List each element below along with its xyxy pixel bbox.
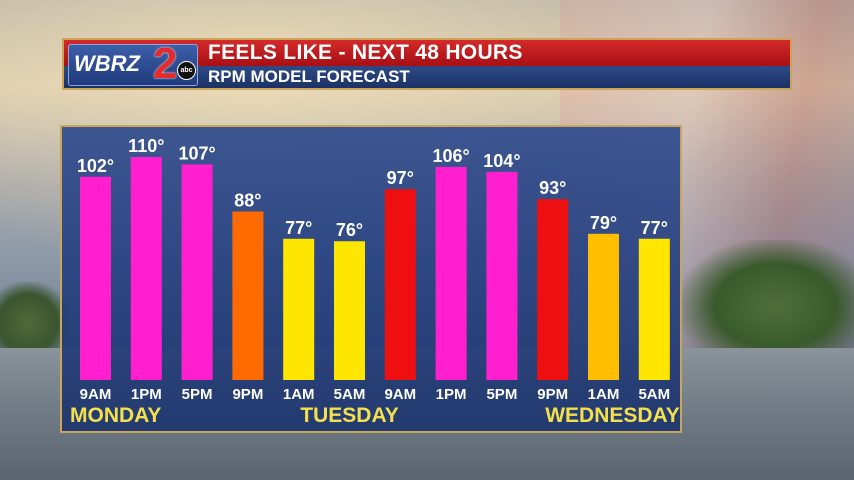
- title-banner: FEELS LIKE - NEXT 48 HOURS RPM MODEL FOR…: [62, 38, 792, 90]
- bar-1: [130, 157, 162, 380]
- time-label-3: 9PM: [232, 386, 263, 403]
- time-label-8: 5PM: [486, 386, 517, 403]
- bar-0: [80, 176, 111, 380]
- time-label-9: 9PM: [537, 386, 568, 403]
- bar-9: [537, 199, 569, 380]
- subtitle-bar: [64, 66, 790, 88]
- value-label-2: 107°: [178, 143, 215, 163]
- time-label-10: 1AM: [588, 386, 620, 403]
- bar-6: [384, 189, 416, 380]
- feels-like-bar-chart: 102° 9AM 110° 1PM 107° 5PM 88° 9PM 77° 1AM 76° 5AM 9…: [70, 136, 680, 427]
- value-label-1: 110°: [128, 136, 164, 156]
- time-label-11: 5AM: [638, 386, 670, 403]
- time-label-2: 5PM: [182, 386, 213, 403]
- value-label-8: 104°: [483, 151, 520, 171]
- bar-2: [181, 164, 213, 380]
- station-logo: WBRZ 2 abc: [68, 39, 198, 88]
- day-label-monday: MONDAY: [70, 404, 161, 427]
- background-trees-right: [680, 240, 854, 350]
- abc-network-icon: abc: [177, 61, 196, 80]
- time-label-1: 1PM: [131, 386, 162, 403]
- value-label-9: 93°: [539, 178, 566, 198]
- value-label-11: 77°: [641, 218, 668, 238]
- day-label-tuesday: TUESDAY: [300, 404, 398, 427]
- bar-4: [283, 238, 315, 380]
- value-label-4: 77°: [285, 218, 312, 238]
- value-label-0: 102°: [77, 156, 114, 176]
- value-label-5: 76°: [336, 220, 363, 240]
- time-label-5: 5AM: [334, 386, 366, 403]
- bar-10: [588, 233, 619, 380]
- value-label-7: 106°: [432, 146, 469, 166]
- logo-text: WBRZ: [74, 51, 140, 76]
- bar-11: [638, 238, 670, 380]
- day-label-wednesday: WEDNESDAY: [545, 404, 680, 427]
- time-label-6: 9AM: [384, 386, 416, 403]
- value-label-3: 88°: [234, 191, 261, 211]
- logo-number: 2: [153, 39, 178, 88]
- value-label-6: 97°: [387, 168, 414, 188]
- bar-8: [486, 171, 518, 380]
- background-trees-left: [0, 282, 70, 350]
- value-label-10: 79°: [590, 213, 617, 233]
- bar-5: [334, 241, 365, 380]
- chart-panel: 102° 9AM 110° 1PM 107° 5PM 88° 9PM 77° 1AM 76° 5AM 9…: [60, 125, 682, 433]
- bar-7: [435, 166, 467, 380]
- chart-title: FEELS LIKE - NEXT 48 HOURS: [208, 41, 523, 64]
- bar-3: [232, 211, 264, 380]
- chart-subtitle: RPM MODEL FORECAST: [208, 67, 410, 86]
- time-label-7: 1PM: [436, 386, 467, 403]
- time-label-4: 1AM: [283, 386, 315, 403]
- time-label-0: 9AM: [80, 386, 112, 403]
